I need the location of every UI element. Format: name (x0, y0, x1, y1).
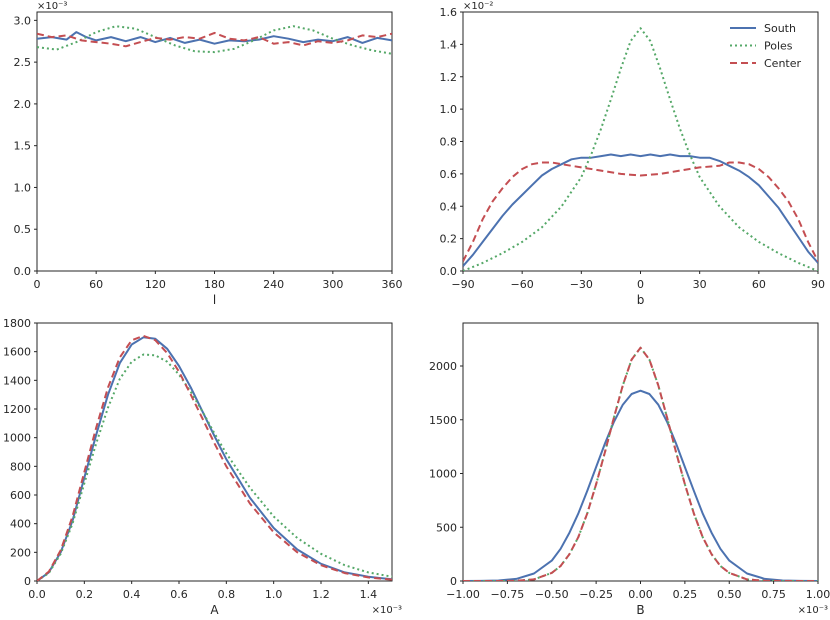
ytick-label: 1000 (3, 432, 31, 445)
legend-label-poles: Poles (764, 40, 793, 53)
xtick-label: −0.25 (579, 588, 613, 601)
xtick-label: 30 (693, 278, 707, 291)
xtick-label: −0.75 (491, 588, 525, 601)
series-group (463, 346, 818, 581)
xtick-label: 120 (145, 278, 166, 291)
ytick-label: 0.2 (440, 233, 458, 246)
xtick-label: 180 (204, 278, 225, 291)
ytick-label: 1.0 (14, 181, 32, 194)
ytick-label: 1.0 (440, 103, 458, 116)
series-line-south (37, 31, 392, 45)
xtick-label: 0.50 (717, 588, 742, 601)
xtick-label: −30 (570, 278, 593, 291)
xtick-label: −60 (511, 278, 534, 291)
axes-frame-l (36, 11, 393, 272)
series-group (37, 334, 392, 581)
legend-label-south: South (764, 22, 796, 35)
xtick-label: 300 (322, 278, 343, 291)
x-axis-label: B (636, 603, 644, 617)
x-axis-label: A (210, 603, 219, 617)
ytick-label: 800 (10, 460, 31, 473)
panel-b: 0.0 0.2 0.4 0.6 0.8 1.0 1.2 1.4 1.6 −90 −60 −30 0 30 6… (440, 1, 826, 307)
xtick-label: 1.4 (360, 588, 378, 601)
panel-A: 0 200 400 600 800 1000 1200 1400 1600 1800 0.0 0.2 0… (3, 317, 402, 617)
ytick-label: 3.0 (14, 14, 32, 27)
xtick-label: 0.2 (76, 588, 94, 601)
xtick-label: 0.25 (673, 588, 698, 601)
xtick-label: −1.00 (446, 588, 480, 601)
ytick-label: 0.8 (440, 136, 458, 149)
series-line-poles (37, 353, 392, 581)
x-axis-label: b (637, 293, 645, 307)
xtick-label: 1.2 (312, 588, 330, 601)
ytick-label: 1500 (429, 414, 457, 427)
xtick-label: 90 (811, 278, 825, 291)
y-axis-multiplier: ×10⁻³ (37, 1, 67, 12)
ytick-label: 0.4 (440, 200, 458, 213)
series-group (37, 25, 392, 55)
xtick-label: 360 (382, 278, 403, 291)
ytick-label: 1000 (429, 468, 457, 481)
ytick-label: 0.0 (440, 265, 458, 278)
xtick-label: 60 (752, 278, 766, 291)
ytick-label: 2000 (429, 360, 457, 373)
y-axis-multiplier: ×10⁻² (463, 1, 493, 12)
legend: South Poles Center (730, 22, 802, 70)
x-axis-multiplier: ×10⁻³ (798, 605, 828, 616)
ytick-label: 1800 (3, 317, 31, 330)
ytick-label: 1.6 (440, 6, 458, 19)
series-line-center (463, 161, 818, 262)
xtick-label: 1.00 (806, 588, 830, 601)
ytick-label: 400 (10, 518, 31, 531)
legend-label-center: Center (764, 57, 802, 70)
xtick-label: 240 (263, 278, 284, 291)
ytick-label: 1600 (3, 346, 31, 359)
ytick-label: 0 (450, 575, 457, 588)
xtick-label: 0.0 (28, 588, 46, 601)
xtick-label: −0.50 (535, 588, 569, 601)
ytick-label: 200 (10, 546, 31, 559)
xtick-label: 0.4 (123, 588, 141, 601)
ytick-label: 2.5 (14, 56, 32, 69)
ytick-label: 2.0 (14, 98, 32, 111)
ytick-label: 0 (24, 575, 31, 588)
series-line-south (37, 336, 392, 581)
series-line-poles (463, 346, 818, 581)
xtick-label: 0.8 (218, 588, 236, 601)
series-line-south (463, 389, 818, 581)
ytick-label: 500 (436, 521, 457, 534)
series-line-poles (463, 27, 818, 271)
ytick-label: 1.4 (440, 38, 458, 51)
xtick-label: −90 (451, 278, 474, 291)
ytick-label: 0.6 (440, 168, 458, 181)
ytick-label: 1200 (3, 403, 31, 416)
series-line-center (463, 346, 818, 581)
ytick-label: 0.5 (14, 223, 32, 236)
xtick-label: 0.00 (628, 588, 653, 601)
ytick-label: 0.0 (14, 265, 32, 278)
axes-frame-B (462, 322, 819, 582)
ytick-label: 1.2 (440, 71, 458, 84)
series-line-center (37, 31, 392, 48)
ytick-label: 1400 (3, 374, 31, 387)
panel-B: 0 500 1000 1500 2000 −1.00 −0.75 −0.50 −0.25 0.00… (429, 322, 830, 617)
xtick-label: 0.75 (761, 588, 786, 601)
ytick-label: 600 (10, 489, 31, 502)
x-axis-label: l (213, 293, 216, 307)
series-line-center (37, 334, 392, 581)
x-axis-multiplier: ×10⁻³ (372, 605, 402, 616)
xtick-label: 0 (34, 278, 41, 291)
xtick-label: 0.6 (170, 588, 188, 601)
axes-frame-A (36, 322, 393, 582)
series-group (463, 27, 818, 271)
panel-l: 0.0 0.5 1.0 1.5 2.0 2.5 3.0 0 60 120 180 240 300 360 l… (14, 1, 403, 307)
series-line-poles (37, 25, 392, 55)
series-line-south (463, 153, 818, 267)
ytick-label: 1.5 (14, 140, 32, 153)
xtick-label: 0 (637, 278, 644, 291)
xtick-label: 60 (89, 278, 103, 291)
xtick-label: 1.0 (265, 588, 283, 601)
